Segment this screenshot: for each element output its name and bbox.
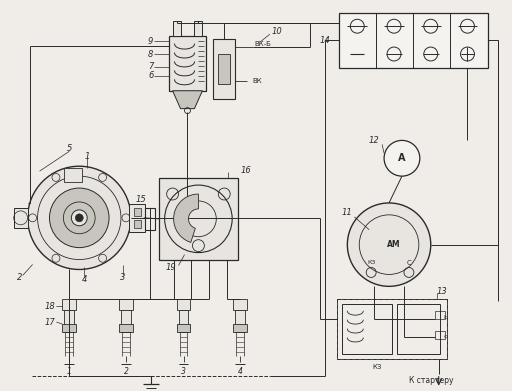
Bar [121,310,131,332]
Text: 15: 15 [136,196,146,204]
Text: 19: 19 [165,263,176,272]
Bar [129,204,145,232]
Bar [173,21,181,36]
Text: 2: 2 [17,273,23,282]
Text: К стартеру: К стартеру [410,376,454,385]
Text: 18: 18 [44,302,55,311]
Circle shape [52,174,60,181]
Bar [62,324,76,332]
Bar [14,208,28,228]
Text: 7: 7 [148,63,154,72]
Circle shape [99,174,106,181]
Bar [233,299,247,310]
Bar [62,299,76,310]
Text: 4: 4 [238,367,243,376]
Bar [397,304,440,354]
Circle shape [52,254,60,262]
Text: 13: 13 [436,287,447,296]
Bar [119,299,133,310]
Circle shape [75,214,83,222]
Bar [435,311,444,319]
Text: 1: 1 [84,152,90,161]
Text: АМ: АМ [387,240,401,249]
Bar [233,324,247,332]
Bar [134,208,141,216]
Bar [218,54,230,84]
Text: КЗ: КЗ [372,364,382,370]
Circle shape [28,166,131,269]
Bar [65,168,82,182]
Text: 8: 8 [148,50,154,59]
Circle shape [71,210,87,226]
Bar [168,36,206,91]
Bar [337,299,446,359]
Circle shape [99,254,106,262]
Circle shape [165,185,232,253]
Bar [435,331,444,339]
Text: 9: 9 [148,37,154,46]
Text: c: c [444,334,447,339]
Text: 5: 5 [67,144,72,153]
Bar [343,304,392,354]
Bar [159,178,238,260]
Bar [235,310,245,332]
Text: 3: 3 [181,367,186,376]
Circle shape [347,203,431,286]
Bar [179,310,188,332]
Text: ВК-Б: ВК-Б [254,41,271,47]
Bar [214,39,235,99]
Bar [339,13,488,68]
Text: A: A [398,153,406,163]
Text: 4: 4 [81,275,87,284]
Text: 6: 6 [148,71,154,81]
Text: 2: 2 [123,367,129,376]
Circle shape [50,188,109,248]
Circle shape [384,140,420,176]
Text: 14: 14 [319,36,330,45]
Text: 11: 11 [342,208,353,217]
Text: 3: 3 [120,273,125,282]
Polygon shape [174,194,199,242]
Circle shape [29,214,36,222]
Bar [195,21,202,36]
Text: 10: 10 [271,27,282,36]
Bar [119,324,133,332]
Bar [65,310,74,332]
Polygon shape [173,91,202,109]
Text: 1: 1 [67,367,72,376]
Text: b: b [444,315,447,319]
Text: 12: 12 [369,136,379,145]
Text: С: С [407,260,411,265]
Bar [177,324,190,332]
Text: ВК: ВК [252,78,262,84]
Bar [134,220,141,228]
Circle shape [122,214,130,222]
Bar [145,208,155,230]
Text: КЗ: КЗ [367,260,375,265]
Text: 17: 17 [44,317,55,326]
Bar [177,299,190,310]
Text: 16: 16 [240,166,251,175]
